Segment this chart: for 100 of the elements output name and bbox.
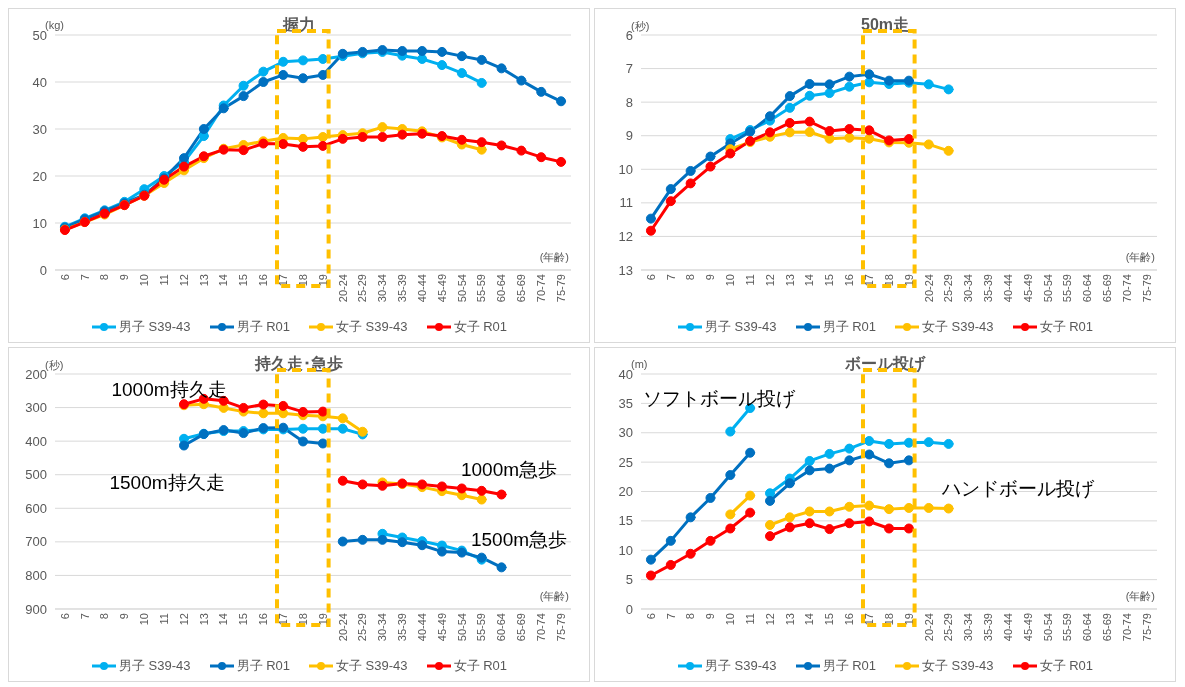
x-tick-label: 50-54 [455, 274, 468, 303]
legend-label: 男子 S39-43 [704, 657, 777, 675]
legend-label: 男子 R01 [236, 657, 290, 675]
x-tick-label: 25-29 [942, 613, 955, 642]
x-tick-label: 9 [704, 613, 717, 620]
annotation: 1500m急歩 [470, 528, 568, 552]
x-tick-label: 30-34 [376, 613, 389, 642]
y-tick-label: 900 [25, 601, 47, 617]
x-tick-label: 75-79 [554, 274, 567, 303]
legend-label: 女子 S39-43 [336, 657, 408, 675]
x-tick-label: 18 [296, 613, 309, 626]
y-tick-label: 10 [618, 542, 633, 558]
x-tick-label: 13 [783, 613, 796, 626]
x-tick-label: 10 [138, 613, 151, 626]
x-axis-title: (年齢) [1125, 589, 1155, 604]
legend-label: 女子 R01 [453, 657, 508, 675]
legend-label: 男子 R01 [822, 657, 876, 675]
y-tick-label: 35 [618, 395, 633, 411]
y-axis-title: (m) [631, 358, 648, 370]
x-tick-label: 19 [316, 274, 329, 287]
y-tick-label: 400 [25, 433, 47, 449]
x-tick-label: 6 [644, 613, 657, 620]
x-tick-label: 13 [197, 274, 210, 287]
x-tick-label: 25-29 [356, 274, 369, 303]
x-tick-label: 40-44 [1001, 274, 1014, 303]
annotation: 1000m急歩 [460, 458, 558, 482]
x-tick-label: 75-79 [554, 613, 567, 642]
legend-label: 女子 R01 [1039, 318, 1094, 336]
x-tick-label: 70-74 [1121, 274, 1134, 303]
x-tick-label: 12 [763, 274, 776, 287]
x-tick-label: 11 [743, 613, 756, 625]
annotation: 1000m持久走 [111, 378, 227, 402]
x-tick-label: 30-34 [962, 613, 975, 642]
x-tick-label: 70-74 [1121, 613, 1134, 642]
y-tick-label: 600 [25, 500, 47, 516]
y-tick-label: 40 [32, 74, 47, 90]
x-tick-label: 9 [118, 613, 131, 620]
y-tick-label: 40 [618, 366, 633, 382]
x-tick-label: 8 [98, 613, 111, 620]
x-tick-label: 55-59 [475, 274, 488, 303]
y-tick-label: 8 [625, 94, 633, 110]
x-tick-label: 25-29 [356, 613, 369, 642]
annotation: ソフトボール投げ [643, 387, 795, 411]
legend-label: 男子 S39-43 [118, 318, 191, 336]
x-tick-label: 8 [98, 274, 111, 281]
x-tick-label: 6 [58, 274, 71, 281]
x-tick-label: 18 [882, 274, 895, 287]
x-tick-label: 45-49 [435, 274, 448, 303]
x-tick-label: 9 [704, 274, 717, 281]
x-tick-label: 11 [157, 613, 170, 625]
x-tick-label: 13 [783, 274, 796, 287]
x-tick-label: 6 [58, 613, 71, 620]
x-tick-label: 45-49 [435, 613, 448, 642]
x-tick-label: 35-39 [982, 274, 995, 303]
y-tick-label: 50 [32, 27, 47, 43]
x-tick-label: 60-64 [1081, 274, 1094, 303]
y-axis-title: (kg) [45, 19, 64, 31]
x-tick-label: 35-39 [982, 613, 995, 642]
y-tick-label: 9 [625, 128, 633, 144]
x-tick-label: 20-24 [922, 613, 935, 642]
x-tick-label: 30-34 [962, 274, 975, 303]
y-axis-title: (秒) [45, 358, 64, 371]
x-tick-label: 70-74 [535, 274, 548, 303]
legend-label: 男子 R01 [236, 318, 290, 336]
x-tick-label: 14 [217, 613, 230, 626]
x-tick-label: 11 [743, 274, 756, 286]
x-tick-label: 60-64 [495, 613, 508, 642]
x-tick-label: 7 [664, 613, 677, 620]
x-tick-label: 13 [197, 613, 210, 626]
x-tick-label: 15 [237, 613, 250, 626]
legend-label: 女子 S39-43 [922, 657, 994, 675]
y-tick-label: 500 [25, 467, 47, 483]
y-tick-label: 7 [625, 61, 633, 77]
x-tick-label: 14 [803, 613, 816, 626]
legend-label: 男子 R01 [822, 318, 876, 336]
y-tick-label: 0 [39, 262, 47, 278]
x-axis-title: (年齢) [1125, 250, 1155, 265]
x-tick-label: 60-64 [495, 274, 508, 303]
x-tick-label: 40-44 [415, 613, 428, 642]
x-tick-label: 65-69 [515, 613, 528, 642]
x-tick-label: 15 [823, 274, 836, 287]
x-tick-label: 12 [177, 613, 190, 626]
x-tick-label: 40-44 [1001, 613, 1014, 642]
x-tick-label: 20-24 [336, 274, 349, 303]
x-tick-label: 55-59 [1061, 274, 1074, 303]
y-tick-label: 700 [25, 534, 47, 550]
y-tick-label: 6 [625, 27, 633, 43]
x-tick-label: 30-34 [376, 274, 389, 303]
legend-label: 女子 S39-43 [922, 318, 994, 336]
x-tick-label: 15 [237, 274, 250, 287]
x-tick-label: 45-49 [1021, 274, 1034, 303]
annotation: ハンドボール投げ [942, 477, 1094, 501]
x-tick-label: 8 [684, 274, 697, 281]
x-tick-label: 14 [217, 274, 230, 287]
x-tick-label: 14 [803, 274, 816, 287]
y-tick-label: 300 [25, 400, 47, 416]
x-tick-label: 7 [664, 274, 677, 281]
legend-label: 女子 R01 [1039, 657, 1094, 675]
y-tick-label: 800 [25, 568, 47, 584]
x-axis-title: (年齢) [539, 589, 569, 604]
